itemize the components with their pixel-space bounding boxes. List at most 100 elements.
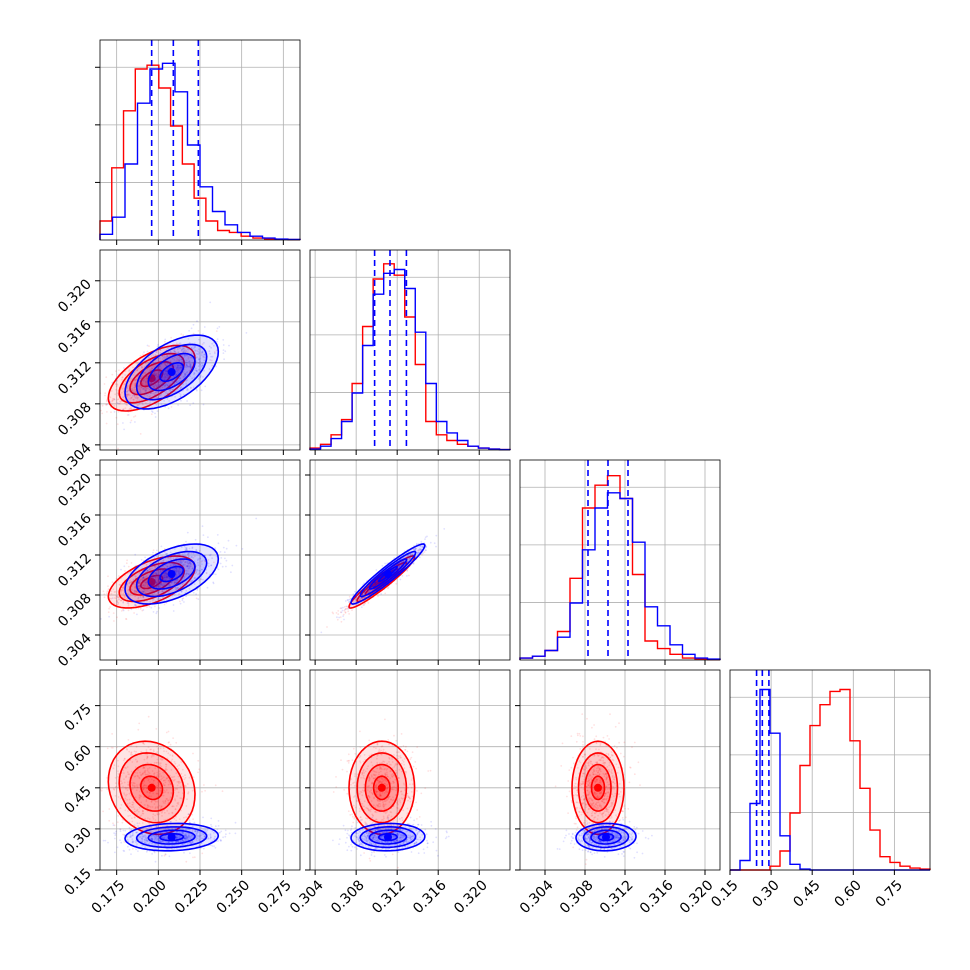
contour-series-1 — [584, 763, 612, 812]
y-tick-label: 0.30 — [61, 824, 94, 857]
y-tick-label: 0.320 — [55, 276, 95, 316]
panel-frame — [519, 669, 721, 871]
contour-series-1 — [107, 344, 196, 412]
contour-series-1 — [364, 763, 400, 812]
x-tick-label: 0.316 — [637, 877, 677, 917]
panel-frame — [309, 249, 511, 451]
histogram-series-1 — [519, 475, 721, 661]
contour-series-2 — [590, 829, 622, 845]
scatter-panel-4-2: 0.304 0.308 0.312 0.316 0.320 — [287, 669, 511, 917]
contour-series-2 — [582, 825, 630, 849]
contour-series-1 — [129, 568, 175, 596]
hist-panel-2 — [309, 249, 511, 455]
x-tick-label: 0.30 — [749, 877, 782, 910]
y-tick-label: 0.75 — [61, 701, 94, 734]
x-tick-label: 0.15 — [708, 877, 741, 910]
hist-panel-1 — [95, 39, 301, 245]
scatter-panel-3-2 — [305, 459, 511, 665]
hist-panel-4: 0.15 0.30 0.45 0.60 0.75 — [708, 669, 931, 911]
contour-series-2 — [124, 543, 220, 605]
contour-series-1 — [118, 752, 186, 824]
panel-frame — [309, 459, 511, 661]
contour-series-1 — [139, 775, 164, 801]
density-peak-series-2 — [167, 368, 176, 377]
y-tick-label: 0.15 — [61, 866, 94, 899]
contour-series-2 — [359, 825, 417, 849]
scatter-points-series-1 — [554, 713, 641, 865]
contour-series-2 — [147, 352, 196, 392]
x-tick-label: 0.312 — [597, 877, 637, 917]
contour-series-1 — [372, 775, 391, 801]
x-tick-label: 0.225 — [172, 877, 212, 917]
y-tick-label: 0.60 — [61, 742, 94, 775]
contour-series-1 — [139, 574, 164, 590]
density-peak-series-2 — [383, 833, 392, 842]
panel-frame — [519, 459, 721, 661]
corner-panels: 0.15 0.30 0.45 0.60 0.750.3040.3080.3120.316… — [55, 39, 931, 917]
x-tick-label: 0.275 — [255, 877, 295, 917]
contour-series-2 — [135, 343, 208, 401]
density-peak-series-1 — [377, 783, 386, 792]
x-tick-label: 0.175 — [89, 877, 129, 917]
x-tick-label: 0.308 — [557, 877, 597, 917]
contour-series-2 — [135, 550, 208, 598]
contour-series-1 — [571, 740, 625, 836]
y-tick-label: 0.312 — [55, 551, 95, 591]
histogram-series-1 — [309, 263, 511, 451]
x-tick-label: 0.304 — [287, 877, 327, 917]
contour-series-2 — [124, 334, 220, 410]
contour-series-1 — [590, 775, 606, 801]
contour-series-2 — [159, 362, 185, 383]
x-tick-label: 0.304 — [517, 877, 557, 917]
contour-series-1 — [356, 752, 408, 824]
y-tick-label: 0.45 — [61, 783, 94, 816]
density-peak-series-1 — [147, 783, 156, 792]
histogram-series-2 — [730, 688, 930, 871]
x-tick-label: 0.60 — [832, 877, 865, 910]
panel-frame — [309, 669, 511, 871]
contour-series-2 — [377, 565, 399, 583]
x-tick-label: 0.316 — [410, 877, 450, 917]
contour-series-2 — [124, 822, 220, 852]
histogram-series-2 — [519, 492, 721, 660]
x-tick-label: 0.250 — [214, 877, 254, 917]
x-tick-label: 0.312 — [369, 877, 409, 917]
y-tick-label: 0.304 — [55, 630, 95, 670]
histogram-series-1 — [730, 688, 931, 871]
contour-series-2 — [147, 558, 196, 590]
density-peak-series-2 — [167, 570, 176, 578]
contour-series-2 — [359, 550, 417, 598]
y-tick-label: 0.316 — [55, 317, 95, 357]
contour-series-1 — [118, 352, 186, 404]
contour-series-1 — [129, 763, 175, 812]
contour-series-2 — [159, 565, 185, 583]
scatter-panel-4-1: 0.175 0.200 0.225 0.250 0.275 0.15 0.30 0.45 0.6… — [61, 669, 301, 917]
contour-series-2 — [350, 543, 426, 605]
contour-series-2 — [368, 829, 408, 845]
histogram-series-2 — [309, 268, 511, 451]
histogram-series-2 — [99, 62, 301, 241]
contour-series-1 — [139, 369, 164, 388]
x-tick-label: 0.200 — [130, 877, 170, 917]
contour-series-1 — [107, 740, 196, 836]
y-tick-label: 0.304 — [55, 440, 95, 480]
scatter-panel-4-3: 0.304 0.308 0.312 0.316 0.320 — [515, 669, 721, 917]
density-peak-series-2 — [383, 570, 392, 578]
y-tick-label: 0.316 — [55, 510, 95, 550]
contour-series-1 — [577, 752, 619, 824]
density-peak-series-2 — [602, 833, 610, 842]
x-tick-label: 0.75 — [873, 877, 906, 910]
density-peak-series-1 — [594, 783, 602, 792]
x-tick-label: 0.320 — [451, 877, 491, 917]
x-tick-label: 0.308 — [328, 877, 368, 917]
contour-series-2 — [368, 558, 408, 590]
contour-series-2 — [135, 826, 208, 849]
panel-frame — [729, 669, 931, 871]
x-tick-label: 0.45 — [790, 877, 823, 910]
contour-series-2 — [575, 822, 637, 852]
y-tick-label: 0.320 — [55, 471, 95, 511]
hist-panel-3 — [519, 459, 721, 665]
